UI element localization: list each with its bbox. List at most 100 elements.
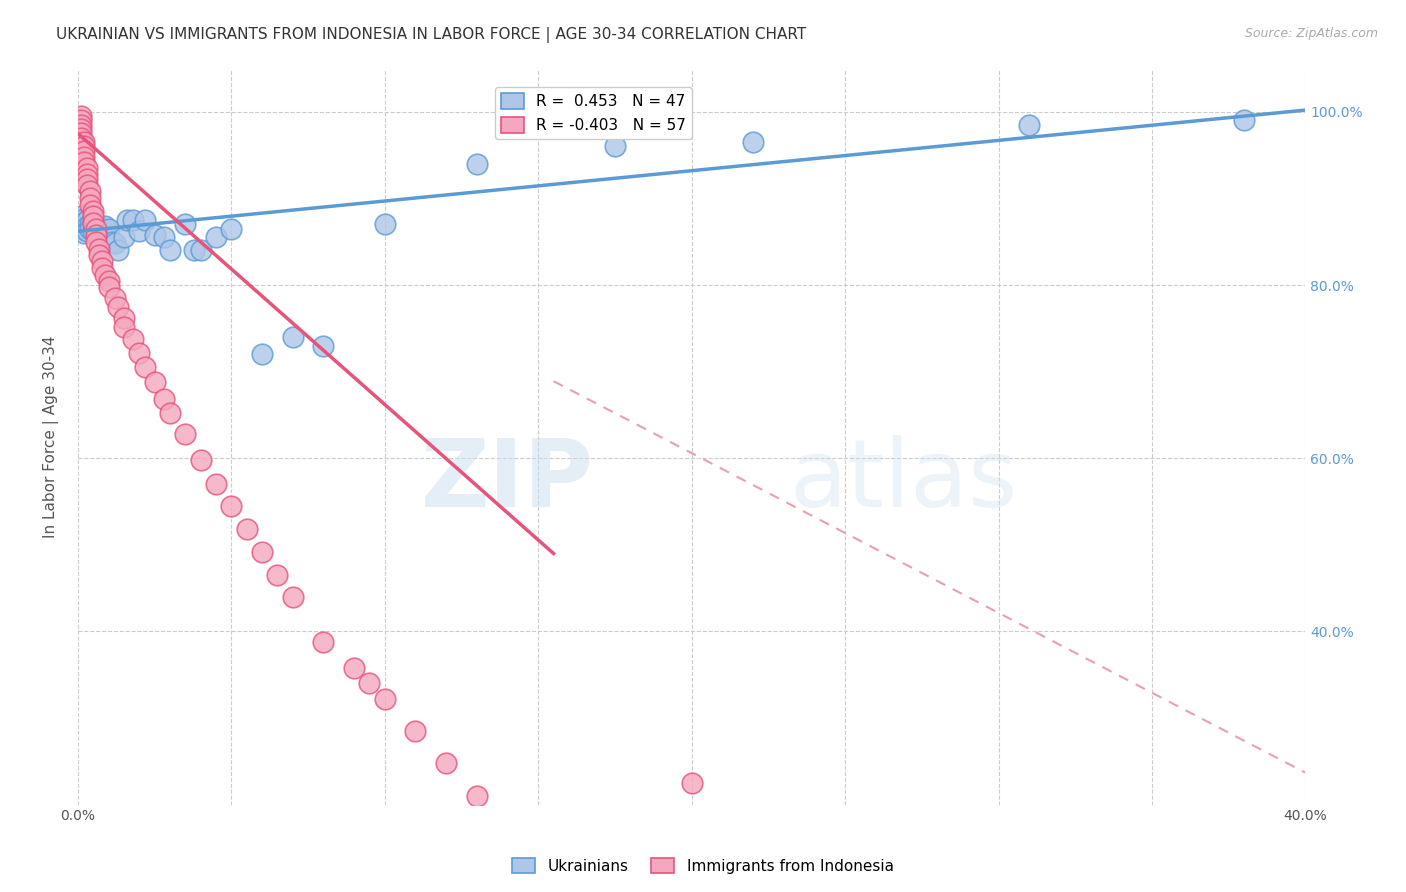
Point xyxy=(70,221,93,235)
Point xyxy=(343,661,366,675)
Point xyxy=(122,332,145,346)
Point xyxy=(152,392,174,407)
Point xyxy=(134,360,156,375)
Text: Source: ZipAtlas.com: Source: ZipAtlas.com xyxy=(1244,27,1378,40)
Point xyxy=(174,218,197,232)
Point xyxy=(91,253,114,268)
Point xyxy=(359,676,381,690)
Point xyxy=(97,221,120,235)
Point xyxy=(281,330,304,344)
Point xyxy=(174,427,197,442)
Point xyxy=(465,789,488,803)
Point xyxy=(82,224,104,238)
Legend: Ukrainians, Immigrants from Indonesia: Ukrainians, Immigrants from Indonesia xyxy=(506,852,900,880)
Point xyxy=(312,338,335,352)
Point xyxy=(104,291,127,305)
Point xyxy=(73,226,96,240)
Point xyxy=(73,139,96,153)
Point xyxy=(82,213,104,227)
Point xyxy=(94,219,117,234)
Point xyxy=(128,224,150,238)
Point xyxy=(143,375,166,389)
Point xyxy=(70,213,93,227)
Point xyxy=(112,310,135,325)
Legend: R =  0.453   N = 47, R = -0.403   N = 57: R = 0.453 N = 47, R = -0.403 N = 57 xyxy=(495,87,692,139)
Point xyxy=(250,545,273,559)
Point xyxy=(190,453,212,467)
Point xyxy=(603,139,626,153)
Point xyxy=(94,268,117,282)
Point xyxy=(76,172,98,186)
Point xyxy=(97,279,120,293)
Point xyxy=(79,185,101,199)
Point xyxy=(112,230,135,244)
Point xyxy=(159,244,181,258)
Point xyxy=(70,122,93,136)
Point xyxy=(97,274,120,288)
Text: UKRAINIAN VS IMMIGRANTS FROM INDONESIA IN LABOR FORCE | AGE 30-34 CORRELATION CH: UKRAINIAN VS IMMIGRANTS FROM INDONESIA I… xyxy=(56,27,807,43)
Point xyxy=(221,221,243,235)
Point xyxy=(73,135,96,149)
Point xyxy=(404,724,426,739)
Point xyxy=(84,221,107,235)
Point xyxy=(143,227,166,242)
Point xyxy=(73,218,96,232)
Point xyxy=(70,113,93,128)
Text: atlas: atlas xyxy=(790,434,1018,527)
Point xyxy=(73,150,96,164)
Point xyxy=(70,218,93,232)
Point xyxy=(250,347,273,361)
Point xyxy=(128,345,150,359)
Point xyxy=(82,218,104,232)
Point xyxy=(235,522,257,536)
Y-axis label: In Labor Force | Age 30-34: In Labor Force | Age 30-34 xyxy=(44,335,59,538)
Point xyxy=(70,109,93,123)
Point xyxy=(122,213,145,227)
Point xyxy=(89,242,111,256)
Point xyxy=(159,406,181,420)
Point xyxy=(107,244,129,258)
Point xyxy=(84,235,107,249)
Point xyxy=(82,216,104,230)
Point xyxy=(76,213,98,227)
Point xyxy=(205,477,228,491)
Point xyxy=(183,244,205,258)
Point xyxy=(190,244,212,258)
Point xyxy=(89,219,111,234)
Point xyxy=(76,219,98,234)
Point xyxy=(76,224,98,238)
Point xyxy=(79,191,101,205)
Point xyxy=(70,209,93,223)
Point xyxy=(84,218,107,232)
Point xyxy=(104,236,127,251)
Point xyxy=(115,213,138,227)
Point xyxy=(742,135,765,149)
Point xyxy=(79,198,101,212)
Point xyxy=(205,230,228,244)
Point xyxy=(79,218,101,232)
Text: ZIP: ZIP xyxy=(420,434,593,527)
Point xyxy=(70,127,93,141)
Point xyxy=(434,756,457,770)
Point xyxy=(152,230,174,244)
Point xyxy=(76,161,98,175)
Point xyxy=(681,776,703,790)
Point xyxy=(76,178,98,193)
Point xyxy=(107,300,129,314)
Point xyxy=(89,248,111,262)
Point xyxy=(73,144,96,158)
Point xyxy=(70,130,93,145)
Point xyxy=(465,157,488,171)
Point xyxy=(84,227,107,242)
Point xyxy=(312,635,335,649)
Point xyxy=(221,499,243,513)
Point xyxy=(281,590,304,604)
Point xyxy=(266,568,288,582)
Point xyxy=(70,219,93,234)
Point xyxy=(79,221,101,235)
Point xyxy=(73,221,96,235)
Point xyxy=(73,216,96,230)
Point xyxy=(1233,113,1256,128)
Point xyxy=(100,235,122,249)
Point xyxy=(134,213,156,227)
